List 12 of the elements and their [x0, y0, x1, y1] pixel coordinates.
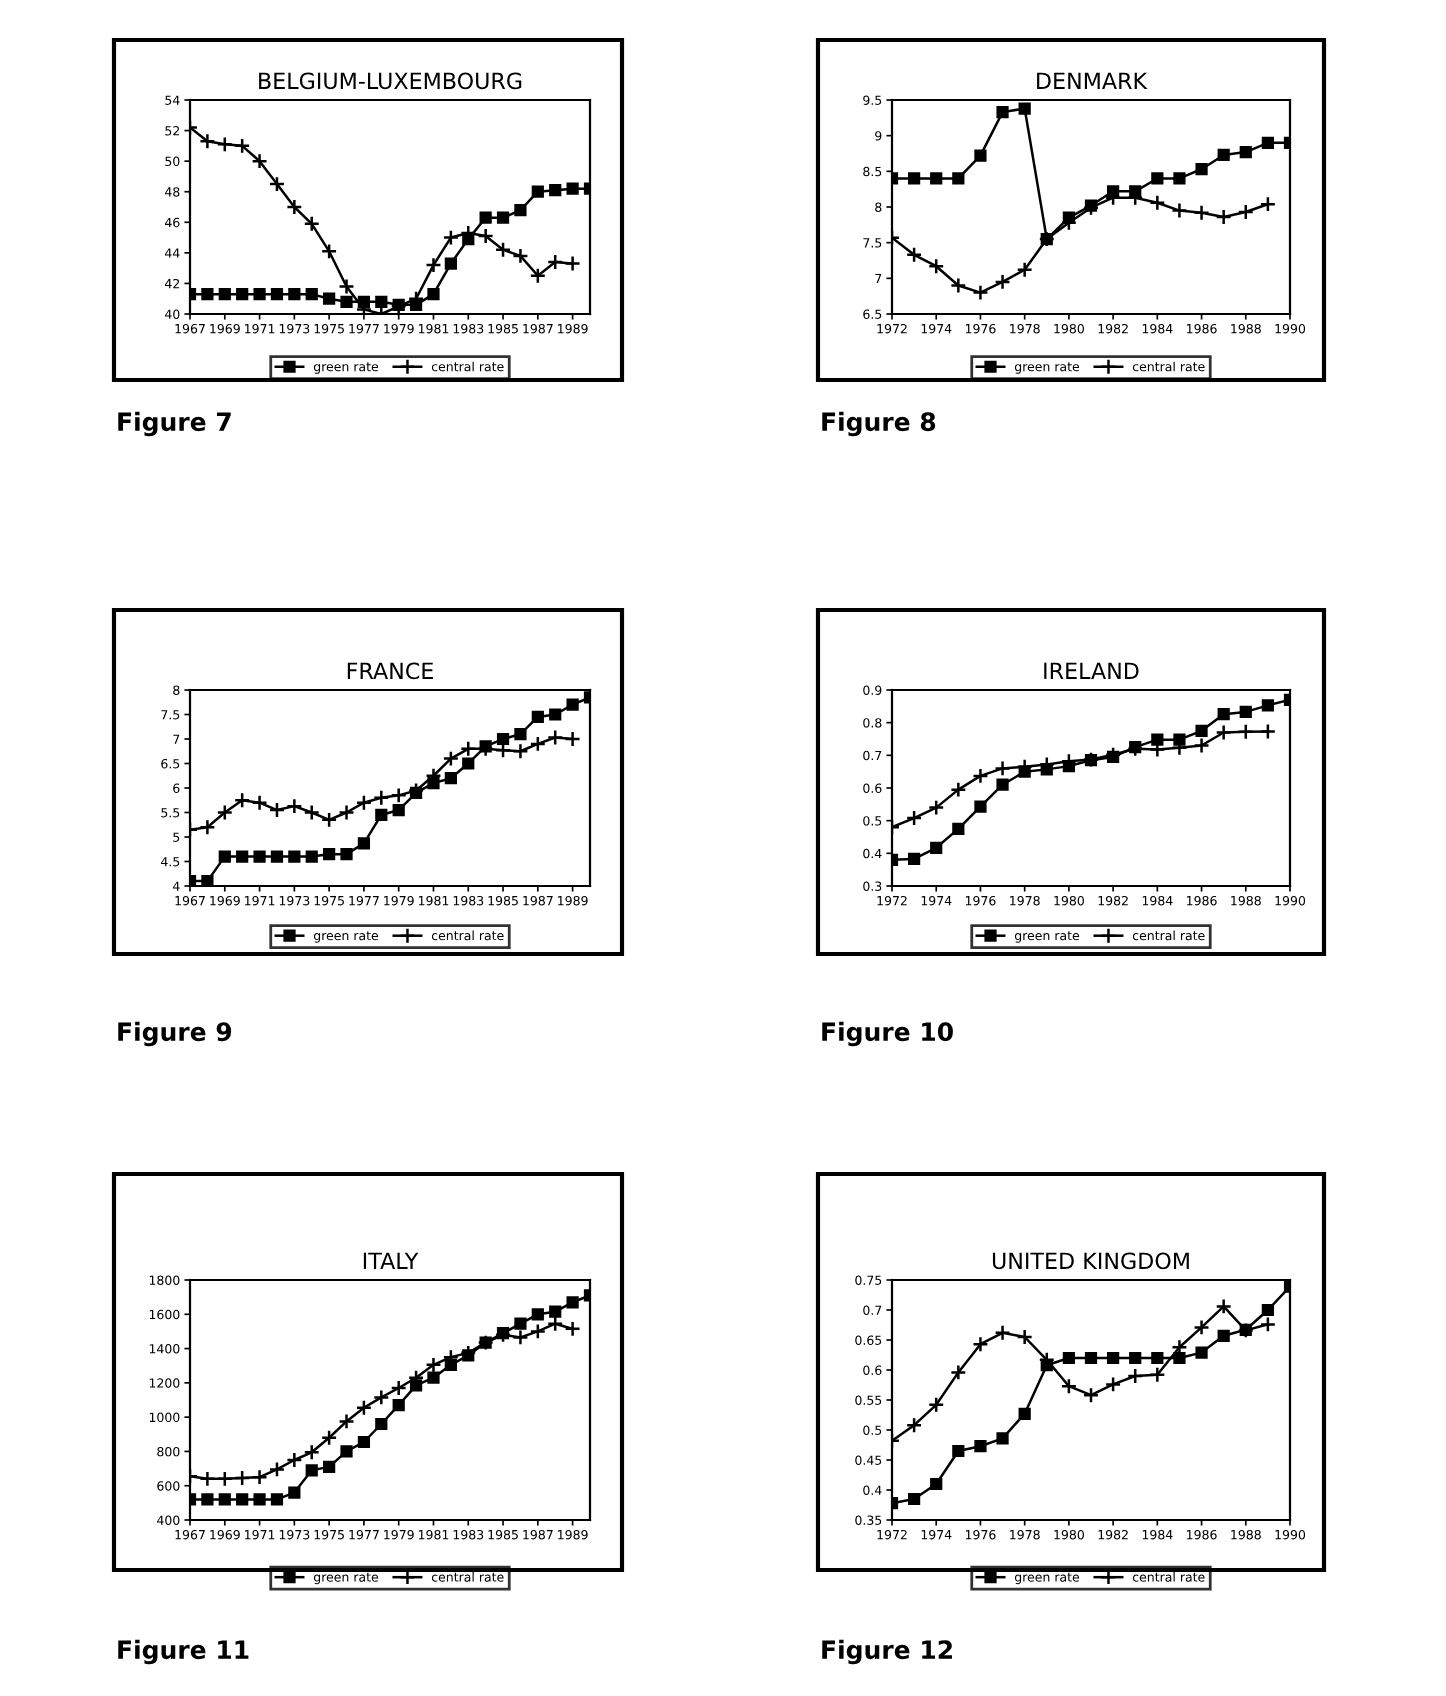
chart-title: UNITED KINGDOM — [992, 1252, 1189, 1270]
chart-title: FRANCE — [347, 662, 433, 680]
caption: Figure 11 — [118, 1639, 249, 1665]
chart-title: ITALY — [363, 1252, 419, 1269]
chart-title: IRELAND — [1044, 662, 1139, 679]
chart-title: BELGIUM-LUXEMBOURG — [259, 72, 522, 90]
caption: Figure 9 — [118, 1021, 232, 1047]
caption: Figure 12 — [822, 1639, 952, 1665]
chart-title: DENMARK — [1037, 72, 1148, 89]
caption: Figure 10 — [822, 1021, 953, 1047]
caption: Figure 7 — [118, 411, 231, 437]
caption: Figure 8 — [822, 411, 936, 437]
